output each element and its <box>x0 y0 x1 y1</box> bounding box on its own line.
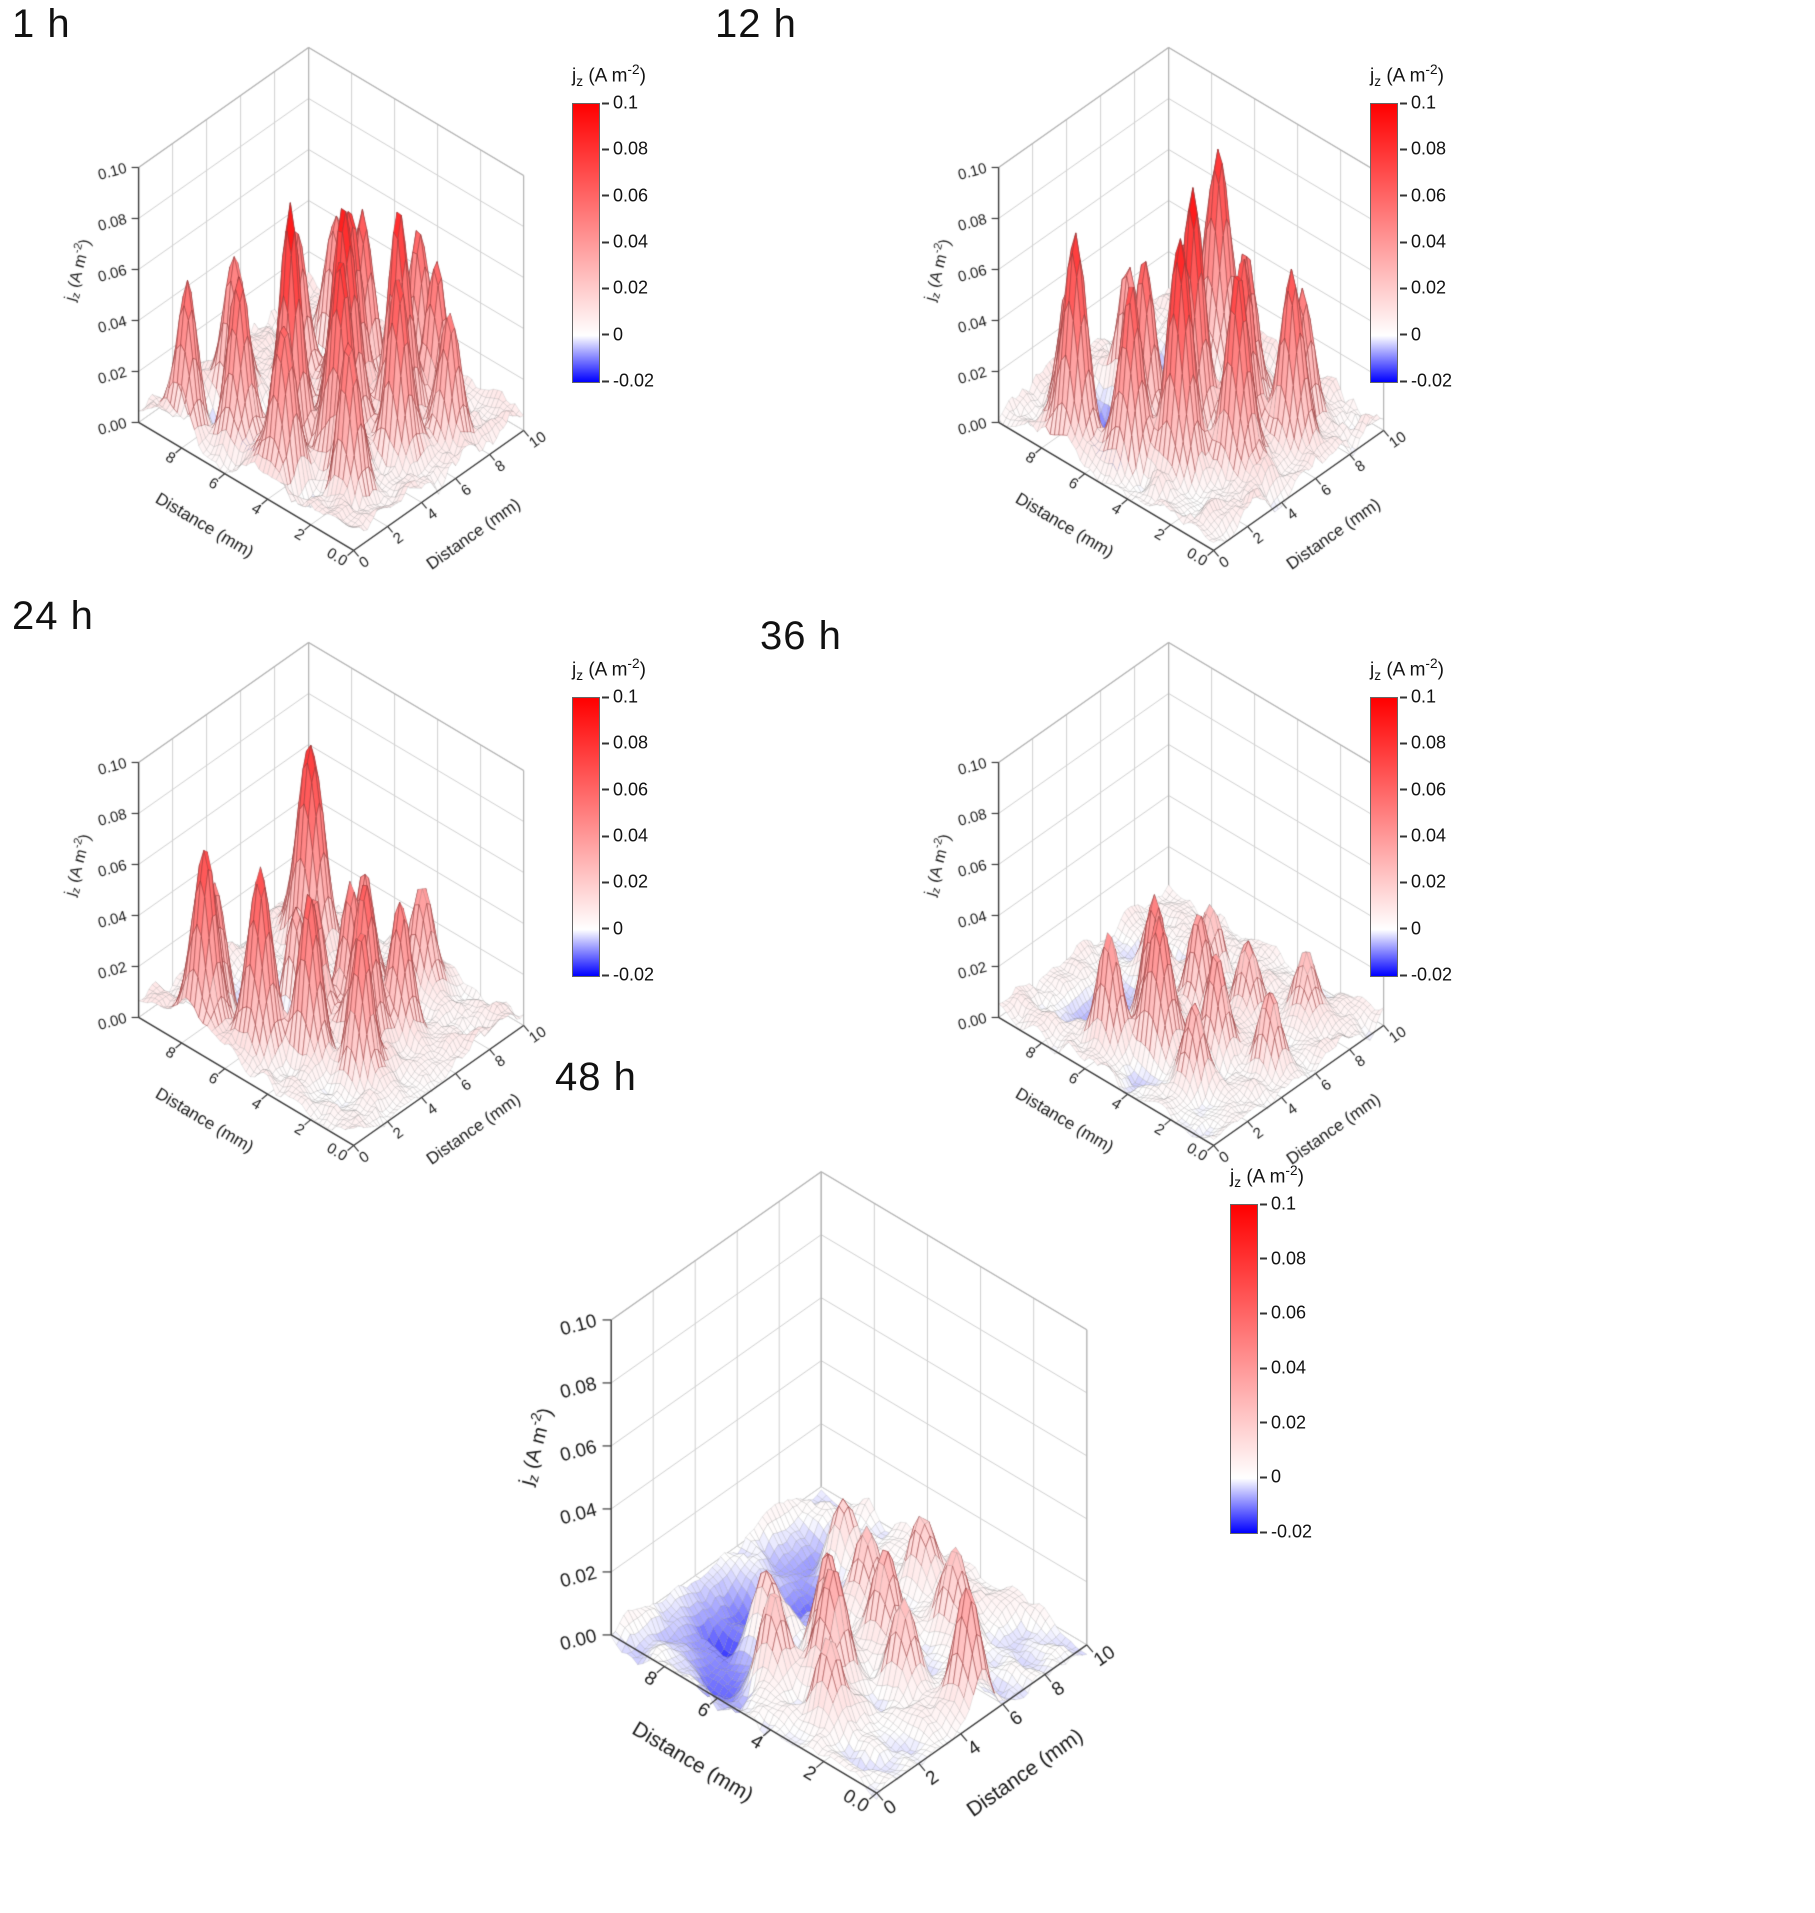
colorbar-tick-label: 0.06 <box>613 185 649 206</box>
colorbar-tick-label: 0.06 <box>1411 779 1447 800</box>
colorbar-48h: jz (A m-2) 0.1 0.08 0.06 0.04 0.02 0 -0.02 <box>1230 1163 1350 1542</box>
colorbar-tick-label: 0.04 <box>613 825 649 846</box>
colorbar-gradient <box>1370 103 1398 384</box>
colorbar-title-units-close: ) <box>1437 659 1444 681</box>
colorbar-title-subscript: z <box>576 668 584 684</box>
colorbar-tick-label: 0.08 <box>613 138 649 159</box>
colorbar-title-units-close: ) <box>639 65 646 87</box>
panel-48h: 48 h jz (A m-2) 0.1 0.08 0.06 0.04 0.02 0 -0.0… <box>440 1055 1500 1905</box>
colorbar-tick-label: 0.06 <box>1271 1302 1307 1323</box>
colorbar-12h: jz (A m-2) 0.1 0.08 0.06 0.04 0.02 0 -0.02 <box>1370 62 1490 391</box>
colorbar-title-symbol: j <box>1230 1166 1235 1188</box>
colorbar-gradient <box>572 697 600 978</box>
panel-title-1h: 1 h <box>12 2 71 46</box>
colorbar-tick-label: 0.04 <box>1411 231 1447 252</box>
colorbar-title-exponent: -2 <box>1425 62 1438 77</box>
colorbar-gradient <box>572 103 600 384</box>
surface-plot-canvas-1h <box>0 30 680 575</box>
colorbar-tick-label: 0 <box>613 324 624 345</box>
colorbar-tick-labels: 0.1 0.08 0.06 0.04 0.02 0 -0.02 <box>601 687 681 985</box>
colorbar-tick-label: 0 <box>1411 324 1422 345</box>
colorbar-tick-labels: 0.1 0.08 0.06 0.04 0.02 0 -0.02 <box>1399 687 1479 985</box>
colorbar-title-subscript: z <box>1234 1175 1242 1191</box>
colorbar-title-units-close: ) <box>639 659 646 681</box>
colorbar-tick-label: 0.02 <box>613 277 649 298</box>
panel-36h: 36 h jz (A m-2) 0.1 0.08 0.06 0.04 0.02 0 -0.0… <box>705 580 1705 1170</box>
colorbar-tick-label: -0.02 <box>1271 1521 1313 1542</box>
colorbar-title-symbol: j <box>572 659 577 681</box>
colorbar-tick-label: 0.02 <box>1411 277 1447 298</box>
panel-title-48h: 48 h <box>555 1055 637 1099</box>
panel-24h: 24 h jz (A m-2) 0.1 0.08 0.06 0.04 0.02 0 -0.0… <box>0 580 700 1170</box>
colorbar-36h: jz (A m-2) 0.1 0.08 0.06 0.04 0.02 0 -0.02 <box>1370 656 1490 985</box>
panel-12h: 12 h jz (A m-2) 0.1 0.08 0.06 0.04 0.02 0 -0.0… <box>705 0 1705 575</box>
colorbar-tick-label: 0.1 <box>613 686 639 707</box>
colorbar-tick-labels: 0.1 0.08 0.06 0.04 0.02 0 -0.02 <box>1259 1194 1339 1542</box>
colorbar-title-exponent: -2 <box>1425 656 1438 671</box>
colorbar-24h: jz (A m-2) 0.1 0.08 0.06 0.04 0.02 0 -0.02 <box>572 656 692 985</box>
colorbar-tick-label: 0.02 <box>1271 1412 1307 1433</box>
colorbar-title-subscript: z <box>1374 74 1382 90</box>
colorbar-tick-label: 0.04 <box>1411 825 1447 846</box>
panel-title-12h: 12 h <box>715 2 797 46</box>
colorbar-tick-labels: 0.1 0.08 0.06 0.04 0.02 0 -0.02 <box>1399 93 1479 391</box>
colorbar-title: jz (A m-2) <box>572 656 692 683</box>
colorbar-tick-label: 0.06 <box>1411 185 1447 206</box>
colorbar-title-symbol: j <box>1370 65 1375 87</box>
colorbar-gradient <box>1230 1204 1258 1535</box>
colorbar-tick-label: 0.02 <box>1411 871 1447 892</box>
colorbar-tick-labels: 0.1 0.08 0.06 0.04 0.02 0 -0.02 <box>601 93 681 391</box>
colorbar-tick-label: 0.08 <box>613 732 649 753</box>
colorbar-tick-label: 0.04 <box>613 231 649 252</box>
colorbar-title-units: (A m <box>1381 65 1426 87</box>
panel-1h: 1 h jz (A m-2) 0.1 0.08 0.06 0.04 0.02 0 -0.02 <box>0 0 700 575</box>
colorbar-tick-label: -0.02 <box>1411 370 1453 391</box>
panel-title-24h: 24 h <box>12 594 94 638</box>
colorbar-tick-label: -0.02 <box>1411 964 1453 985</box>
colorbar-tick-label: 0.06 <box>613 779 649 800</box>
colorbar-title-subscript: z <box>576 74 584 90</box>
colorbar-tick-label: 0.08 <box>1411 732 1447 753</box>
panel-title-36h: 36 h <box>760 614 842 658</box>
colorbar-title-exponent: -2 <box>627 62 640 77</box>
colorbar-tick-label: -0.02 <box>613 370 655 391</box>
colorbar-tick-label: 0.1 <box>1271 1193 1297 1214</box>
colorbar-tick-label: 0.02 <box>613 871 649 892</box>
colorbar-title: jz (A m-2) <box>572 62 692 89</box>
colorbar-tick-label: 0 <box>613 918 624 939</box>
colorbar-tick-label: 0.1 <box>1411 686 1437 707</box>
colorbar-title-units: (A m <box>1241 1166 1286 1188</box>
surface-plot-canvas-24h <box>0 625 680 1170</box>
colorbar-title-symbol: j <box>1370 659 1375 681</box>
colorbar-title: jz (A m-2) <box>1370 656 1490 683</box>
colorbar-tick-label: 0.08 <box>1271 1248 1307 1269</box>
colorbar-title-units: (A m <box>583 659 628 681</box>
colorbar-title: jz (A m-2) <box>1370 62 1490 89</box>
colorbar-title-exponent: -2 <box>627 656 640 671</box>
colorbar-title-units-close: ) <box>1437 65 1444 87</box>
colorbar-1h: jz (A m-2) 0.1 0.08 0.06 0.04 0.02 0 -0.02 <box>572 62 692 391</box>
colorbar-title-units: (A m <box>583 65 628 87</box>
colorbar-title-units-close: ) <box>1297 1166 1304 1188</box>
colorbar-tick-label: 0.1 <box>1411 92 1437 113</box>
colorbar-tick-label: 0 <box>1411 918 1422 939</box>
colorbar-tick-label: 0.04 <box>1271 1357 1307 1378</box>
colorbar-tick-label: 0.08 <box>1411 138 1447 159</box>
colorbar-tick-label: -0.02 <box>613 964 655 985</box>
colorbar-title-symbol: j <box>572 65 577 87</box>
colorbar-title-exponent: -2 <box>1285 1163 1298 1178</box>
colorbar-gradient <box>1370 697 1398 978</box>
colorbar-tick-label: 0.1 <box>613 92 639 113</box>
colorbar-title: jz (A m-2) <box>1230 1163 1350 1190</box>
surface-plot-canvas-12h <box>860 30 1540 575</box>
colorbar-tick-label: 0 <box>1271 1466 1282 1487</box>
colorbar-title-subscript: z <box>1374 668 1382 684</box>
surface-plot-canvas-48h <box>440 1115 1280 1825</box>
surface-plot-canvas-36h <box>860 625 1540 1170</box>
colorbar-title-units: (A m <box>1381 659 1426 681</box>
